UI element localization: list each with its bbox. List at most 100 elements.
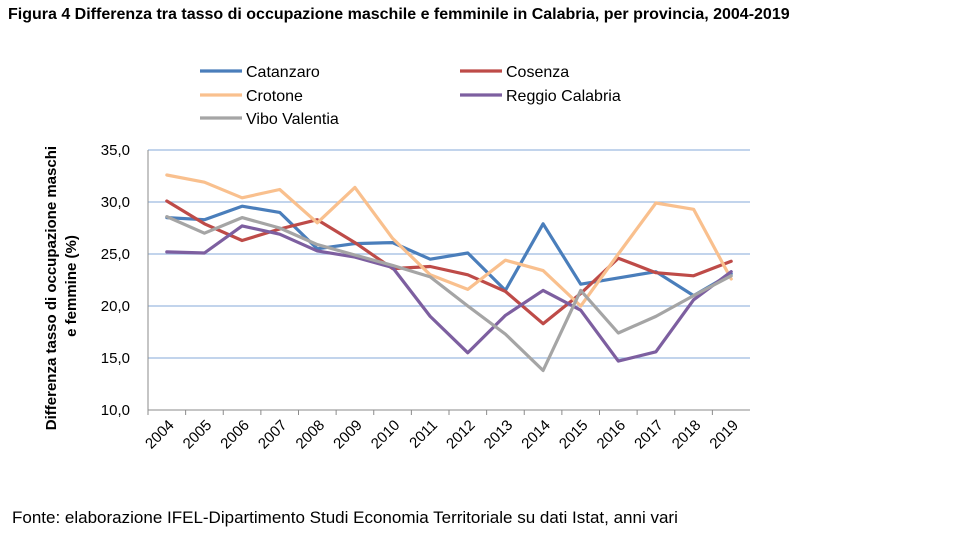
data-point bbox=[579, 282, 582, 286]
legend-label-cosenza: Cosenza bbox=[506, 64, 569, 81]
data-point bbox=[504, 259, 507, 262]
data-point bbox=[541, 269, 545, 272]
figure-title: Figura 4 Differenza tra tasso di occupaz… bbox=[8, 6, 790, 23]
data-point bbox=[466, 251, 470, 255]
data-point bbox=[466, 351, 470, 354]
series-line-crotone bbox=[165, 173, 733, 308]
data-point bbox=[654, 271, 658, 274]
data-point bbox=[617, 276, 620, 280]
data-point bbox=[353, 253, 357, 257]
y-tick-label: 30,0 bbox=[101, 194, 130, 211]
data-point bbox=[504, 290, 507, 293]
data-point bbox=[729, 270, 733, 273]
chart-legend: Catanzaro Cosenza Crotone Reggio Calabria Vi… bbox=[200, 64, 621, 128]
x-tick-label: 2008 bbox=[293, 417, 329, 453]
y-tick-label: 25,0 bbox=[101, 246, 130, 263]
data-point bbox=[353, 241, 357, 244]
data-point bbox=[466, 288, 470, 291]
data-point bbox=[692, 274, 695, 278]
data-point bbox=[203, 251, 206, 255]
data-point bbox=[203, 232, 206, 235]
data-point bbox=[729, 277, 733, 281]
data-point bbox=[316, 243, 319, 246]
x-tick-label: 2004 bbox=[142, 417, 178, 453]
x-tick-label: 2006 bbox=[217, 417, 253, 453]
y-tick-label: 15,0 bbox=[101, 350, 130, 367]
legend-label-catanzaro: Catanzaro bbox=[246, 64, 320, 81]
data-point bbox=[428, 275, 432, 279]
y-axis-label: Differenza tasso di occupazione maschi e… bbox=[43, 142, 80, 430]
data-point bbox=[278, 233, 281, 236]
data-point bbox=[240, 196, 244, 200]
data-point bbox=[541, 322, 545, 325]
data-point bbox=[240, 224, 244, 228]
data-point bbox=[165, 250, 169, 254]
data-point bbox=[617, 331, 620, 335]
y-axis-label-line2: e femmine (%) bbox=[63, 235, 80, 337]
data-point bbox=[316, 249, 319, 253]
source-note: Fonte: elaborazione IFEL-Dipartimento St… bbox=[12, 508, 678, 527]
data-point bbox=[203, 218, 206, 221]
data-point bbox=[541, 369, 545, 372]
data-point bbox=[654, 201, 658, 205]
data-point bbox=[240, 204, 244, 208]
x-tick-label: 2011 bbox=[406, 417, 441, 452]
data-point bbox=[428, 315, 432, 318]
data-point bbox=[428, 265, 432, 268]
x-tick-label: 2014 bbox=[518, 417, 554, 453]
x-tick-label: 2019 bbox=[706, 417, 742, 453]
data-point bbox=[504, 332, 507, 336]
data-point bbox=[692, 208, 695, 211]
data-point bbox=[617, 359, 620, 363]
series-line-vibo-valentia bbox=[165, 215, 733, 373]
y-axis-ticks: 10,0 15,0 20,0 25,0 30,0 35,0 bbox=[101, 142, 130, 419]
chart-series bbox=[165, 173, 733, 373]
x-tick-label: 2009 bbox=[330, 417, 366, 453]
data-point bbox=[617, 252, 620, 256]
y-axis-label-line1: Differenza tasso di occupazione maschi bbox=[43, 146, 60, 430]
data-point bbox=[165, 215, 169, 218]
series-line-reggio-calabria bbox=[165, 224, 733, 363]
legend-label-reggio-calabria: Reggio Calabria bbox=[506, 88, 621, 105]
y-tick-label: 35,0 bbox=[101, 142, 130, 159]
data-point bbox=[466, 273, 470, 276]
data-point bbox=[617, 256, 620, 260]
x-tick-label: 2010 bbox=[368, 417, 404, 453]
legend-label-vibo-valentia: Vibo Valentia bbox=[246, 111, 339, 128]
data-point bbox=[729, 274, 733, 278]
x-tick-label: 2013 bbox=[481, 417, 517, 453]
data-point bbox=[278, 188, 281, 191]
data-point bbox=[692, 298, 695, 301]
data-point bbox=[203, 181, 206, 184]
data-point bbox=[278, 211, 281, 214]
data-point bbox=[729, 260, 733, 263]
data-point bbox=[391, 264, 394, 267]
data-point bbox=[316, 221, 319, 224]
y-tick-label: 10,0 bbox=[101, 402, 130, 419]
data-point bbox=[391, 237, 394, 240]
x-tick-label: 2012 bbox=[443, 417, 479, 453]
series-line-catanzaro bbox=[165, 204, 733, 298]
data-point bbox=[391, 241, 394, 244]
x-tick-label: 2015 bbox=[556, 417, 592, 453]
x-axis-ticks: 2004 2005 2006 2007 2008 2009 2010 2011 2012 2013… bbox=[142, 410, 742, 452]
data-point bbox=[353, 186, 357, 189]
x-tick-label: 2018 bbox=[669, 417, 705, 453]
data-point bbox=[654, 315, 658, 318]
data-point bbox=[579, 289, 582, 292]
data-point bbox=[692, 294, 695, 297]
x-tick-label: 2017 bbox=[631, 417, 667, 453]
data-point bbox=[165, 173, 169, 177]
x-tick-label: 2005 bbox=[180, 417, 216, 453]
data-point bbox=[466, 304, 470, 308]
data-point bbox=[504, 314, 507, 317]
data-point bbox=[278, 226, 281, 230]
x-tick-label: 2007 bbox=[255, 417, 291, 453]
y-tick-label: 20,0 bbox=[101, 298, 130, 315]
data-point bbox=[203, 222, 206, 226]
data-point bbox=[165, 199, 169, 203]
data-point bbox=[654, 350, 658, 353]
data-point bbox=[240, 239, 244, 242]
data-point bbox=[541, 222, 545, 226]
